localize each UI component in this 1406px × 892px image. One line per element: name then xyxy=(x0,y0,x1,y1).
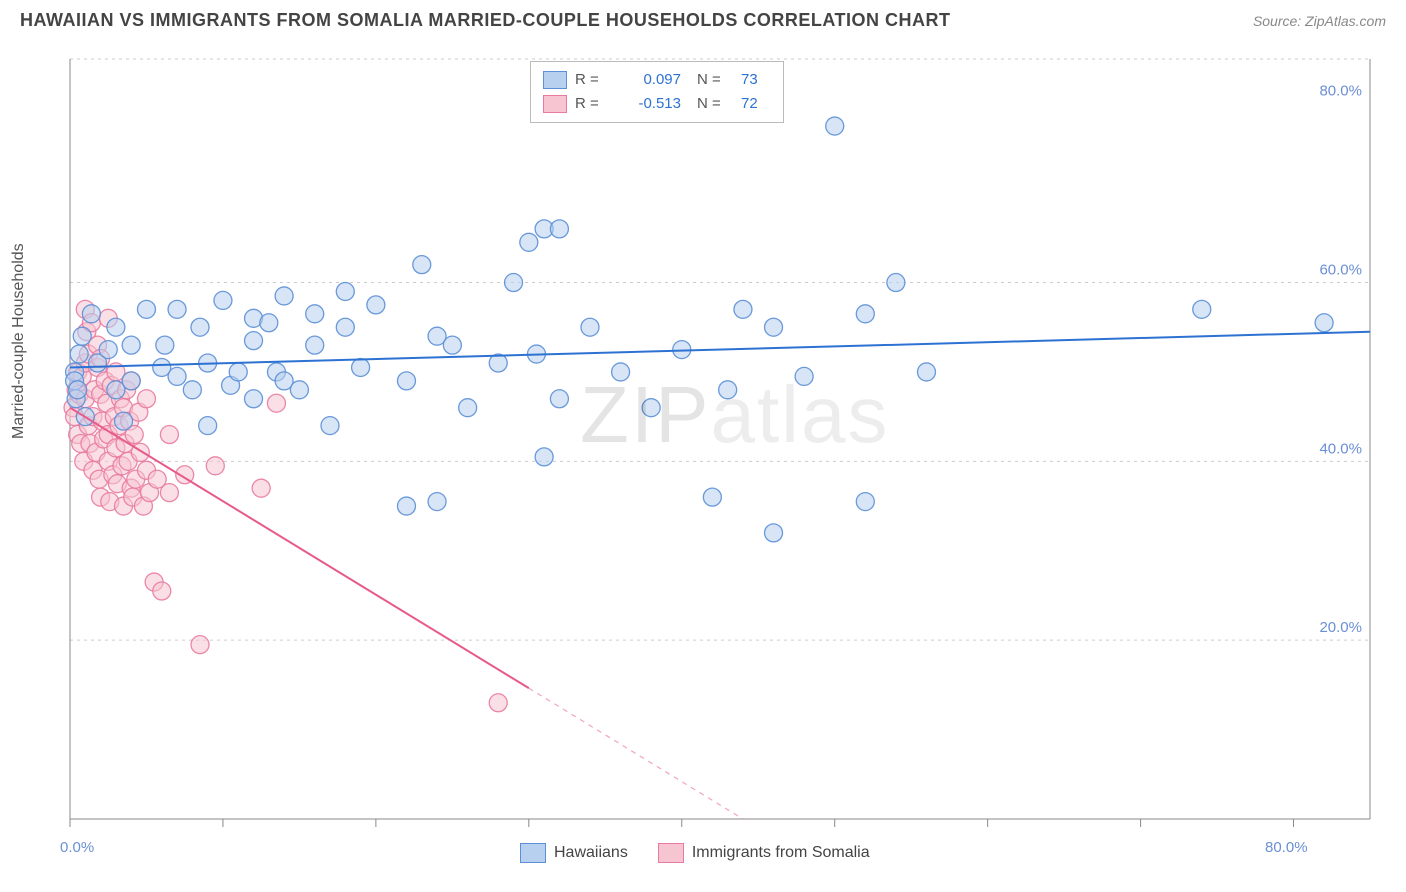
n-value-hawaiians: 73 xyxy=(741,68,771,92)
svg-text:20.0%: 20.0% xyxy=(1319,619,1362,636)
swatch-hawaiians xyxy=(520,843,546,863)
y-axis-label: Married-couple Households xyxy=(10,243,28,439)
svg-text:60.0%: 60.0% xyxy=(1319,262,1362,279)
legend-label-somalia: Immigrants from Somalia xyxy=(692,844,870,862)
n-value-somalia: 72 xyxy=(741,92,771,116)
series-legend: Hawaiians Immigrants from Somalia xyxy=(520,843,870,863)
swatch-somalia xyxy=(658,843,684,863)
svg-text:40.0%: 40.0% xyxy=(1319,440,1362,457)
chart-container: Married-couple Households 20.0%40.0%60.0… xyxy=(20,39,1386,869)
r-value-hawaiians: 0.097 xyxy=(611,68,681,92)
legend-row-hawaiians: R = 0.097 N = 73 xyxy=(543,68,771,92)
legend-item-somalia: Immigrants from Somalia xyxy=(658,843,870,863)
legend-row-somalia: R = -0.513 N = 72 xyxy=(543,92,771,116)
n-label: N = xyxy=(697,92,733,116)
r-label: R = xyxy=(575,68,603,92)
swatch-hawaiians xyxy=(543,71,567,89)
correlation-legend: R = 0.097 N = 73 R = -0.513 N = 72 xyxy=(530,61,784,123)
source-attribution: Source: ZipAtlas.com xyxy=(1253,13,1386,29)
legend-label-hawaiians: Hawaiians xyxy=(554,844,628,862)
r-label: R = xyxy=(575,92,603,116)
x-axis-max-label: 80.0% xyxy=(1265,839,1308,856)
x-axis-min-label: 0.0% xyxy=(60,839,94,856)
legend-item-hawaiians: Hawaiians xyxy=(520,843,628,863)
n-label: N = xyxy=(697,68,733,92)
scatter-chart: 20.0% 40.0% 60.0% 80.0% xyxy=(20,39,1386,869)
chart-title: HAWAIIAN VS IMMIGRANTS FROM SOMALIA MARR… xyxy=(20,10,950,31)
r-value-somalia: -0.513 xyxy=(611,92,681,116)
swatch-somalia xyxy=(543,95,567,113)
svg-text:80.0%: 80.0% xyxy=(1319,83,1362,100)
